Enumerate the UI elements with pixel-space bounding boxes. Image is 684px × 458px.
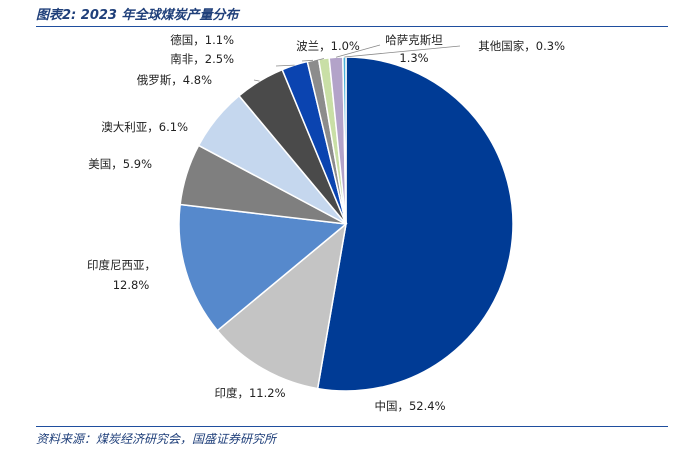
slice-label-6: 俄罗斯，4.8% <box>137 73 212 87</box>
bottom-rule <box>36 426 668 427</box>
figure-title: 图表2: 2023 年全球煤炭产量分布 <box>36 8 239 23</box>
slice-label-4: 美国，5.9% <box>88 157 152 171</box>
leader-line-8 <box>301 59 314 62</box>
top-rule <box>36 26 668 27</box>
leader-line-9 <box>313 58 324 62</box>
leader-line-7 <box>275 64 295 67</box>
leader-line-11 <box>344 45 461 58</box>
pie-slice-1 <box>316 56 514 392</box>
leader-line-10 <box>335 44 381 58</box>
slice-label-1: 中国，52.4% <box>374 399 445 413</box>
slice-label-9: 波兰，1.0% <box>296 39 360 53</box>
slice-label-8: 德国，1.1% <box>170 33 234 47</box>
slice-label-7: 南非，2.5% <box>170 52 234 66</box>
slice-label-value-3: 12.8% <box>113 278 150 292</box>
pie-slice-2 <box>216 222 348 390</box>
slice-label-5: 澳大利亚，6.1% <box>101 120 188 134</box>
pie-slice-3 <box>178 203 348 332</box>
slice-label-2: 印度，11.2% <box>214 386 285 400</box>
slice-label-10: 哈萨克斯坦 <box>385 33 443 47</box>
slice-label-3: 印度尼西亚， <box>87 258 156 272</box>
leader-line-6 <box>253 79 260 82</box>
slice-label-value-10: 1.3% <box>399 51 428 65</box>
slice-label-11: 其他国家，0.3% <box>478 39 565 53</box>
source-note: 资料来源：煤炭经济研究会，国盛证券研究所 <box>36 432 277 446</box>
